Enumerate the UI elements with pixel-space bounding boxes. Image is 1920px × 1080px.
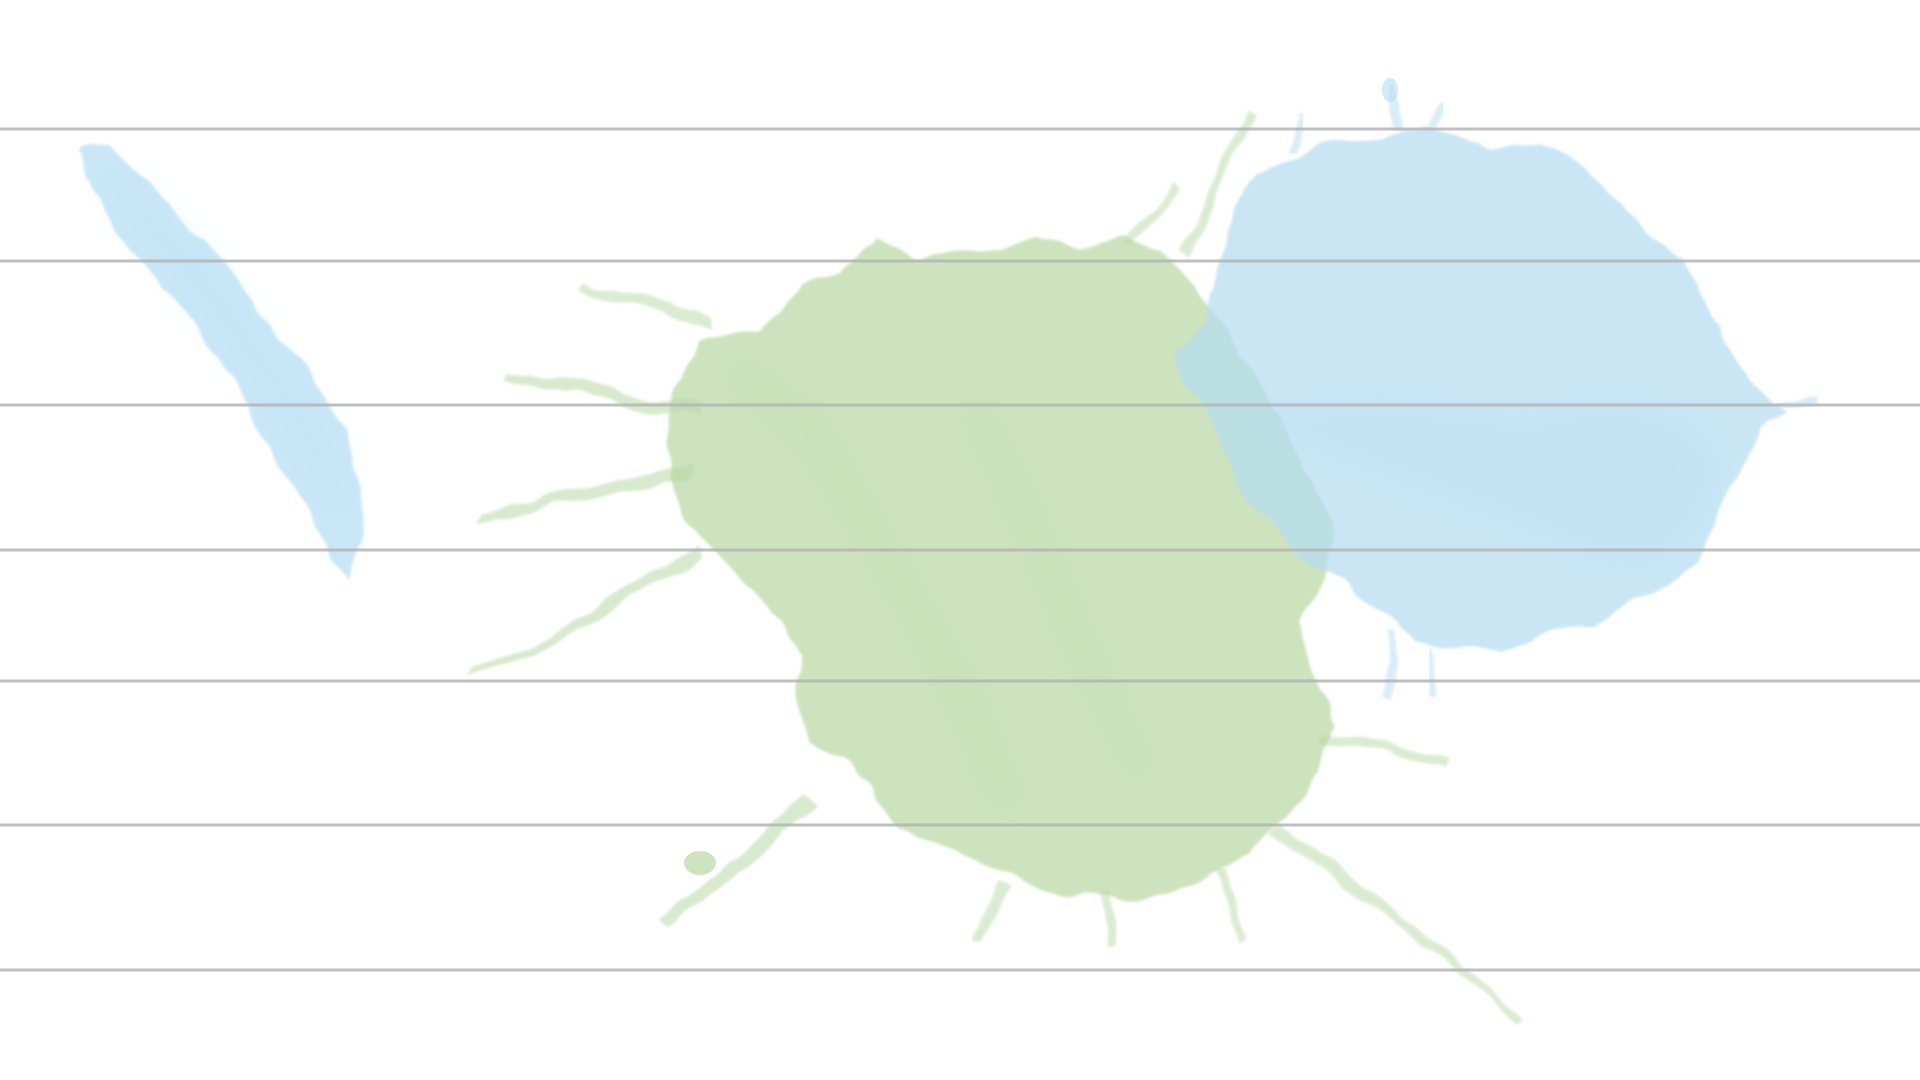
green-splash (470, 110, 1520, 1020)
ruled-lines (0, 127, 1920, 972)
blue-brush-stroke (80, 148, 365, 585)
